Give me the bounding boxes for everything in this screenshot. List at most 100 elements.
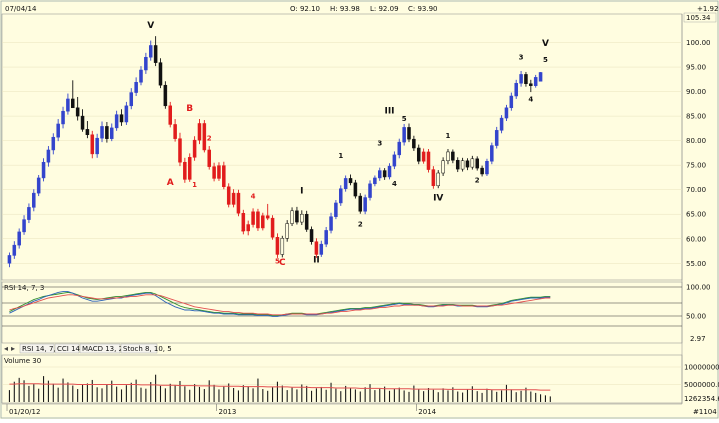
candle-body	[222, 165, 226, 188]
candle-body	[144, 56, 148, 71]
price-tick-label: 100.00	[686, 39, 711, 47]
rsi-title: RSI 14, 7, 3	[4, 284, 44, 292]
price-tick-label: 55.00	[686, 260, 706, 268]
candle-body	[451, 151, 455, 161]
price-tick-label: 90.00	[686, 88, 706, 96]
candle-body	[153, 45, 158, 63]
wave-label: 5	[402, 115, 407, 123]
candle-body	[494, 130, 499, 146]
candle-body	[329, 216, 333, 231]
candle-body	[475, 158, 479, 169]
wave-label: 5	[543, 56, 548, 64]
candle-body	[90, 134, 95, 155]
candle-body	[509, 95, 514, 109]
candle-body	[158, 62, 163, 86]
wave-label: 1	[192, 181, 197, 189]
candle-body	[7, 255, 12, 264]
date-tick-label: 2013	[219, 408, 237, 416]
candle-body	[163, 84, 168, 107]
close-value: C: 93.90	[408, 5, 438, 13]
candle-body	[124, 105, 129, 123]
change-value: +1.92	[697, 5, 718, 13]
wave-label: A	[167, 178, 174, 188]
candle-body	[485, 160, 489, 175]
price-tick-label: 75.00	[686, 162, 706, 170]
price-tick-label: 70.00	[686, 186, 706, 194]
candle-body	[412, 138, 416, 149]
rsi-series: 100.00 50.00	[2, 284, 711, 327]
candle-body	[80, 115, 85, 130]
candle-body	[129, 92, 134, 107]
tab-macd[interactable]	[79, 343, 121, 354]
candle-body	[256, 211, 260, 229]
price-panel	[1, 13, 683, 281]
candle-body	[436, 172, 440, 187]
rsi-panel	[1, 281, 683, 344]
candle-body	[41, 161, 46, 179]
volume-series: 5000000.00 10000000.00	[2, 364, 719, 402]
candle-body	[407, 127, 411, 140]
price-grid: 55.00 60.00 65.00 70.00 75.00 80.00 85.00 90.00…	[2, 39, 711, 268]
wave-label: III	[384, 107, 394, 117]
tab-scroll-right-icon[interactable]: ▸	[11, 344, 15, 353]
volume-tick-label: 5000000.00	[684, 381, 719, 389]
rsi-tick-label: 100.00	[686, 284, 711, 292]
candle-body	[85, 129, 90, 136]
wave-label: 4	[392, 180, 397, 188]
wave-label: II	[313, 255, 320, 265]
date-label: 07/04/14	[5, 5, 37, 13]
candle-body	[378, 170, 382, 179]
candle-body	[187, 157, 192, 180]
candle-body	[178, 138, 182, 163]
tab-scroll-left-icon[interactable]: ◂	[4, 344, 8, 353]
candle-body	[66, 98, 70, 112]
date-tick-label: 2014	[418, 408, 436, 416]
candle-body	[148, 45, 153, 58]
candle-body	[358, 195, 363, 212]
candle-body	[134, 82, 138, 93]
candle-body	[212, 166, 216, 179]
candle-body	[56, 123, 60, 138]
candle-body	[251, 211, 255, 225]
indicator-tab-bar: ◂ ▸ RSI 14, 7, 3 CCI 14 MACD 13, 26, 9 S…	[4, 343, 172, 354]
candle-body	[241, 212, 246, 232]
tab-stoch[interactable]	[120, 343, 158, 354]
price-tick-label: 95.00	[686, 64, 706, 72]
candle-body	[431, 169, 436, 187]
candle-body	[265, 215, 270, 219]
candle-body	[421, 151, 426, 162]
candle-body	[524, 74, 528, 84]
candle-body	[22, 219, 26, 233]
candle-body	[470, 158, 475, 168]
candle-body	[61, 110, 65, 125]
candle-body	[504, 107, 509, 119]
candle-body	[173, 124, 177, 139]
candle-body	[368, 183, 372, 198]
wave-label: V	[542, 39, 549, 49]
wave-label: V	[147, 21, 154, 31]
candle-body	[392, 154, 397, 167]
candle-body	[12, 244, 17, 256]
candle-body	[441, 160, 445, 174]
wave-label: 4	[251, 193, 256, 201]
candle-body	[246, 224, 250, 232]
corner-code: #1104	[693, 408, 717, 416]
wave-label: 3	[519, 54, 524, 62]
volume-title: Volume 30	[4, 357, 41, 365]
candle-body	[32, 192, 36, 208]
tab-macd-label: MACD 13, 26, 9	[82, 345, 136, 353]
tab-rsi[interactable]	[19, 343, 55, 354]
last-price-box	[683, 12, 717, 23]
tab-cci[interactable]	[54, 343, 80, 354]
candle-body	[538, 72, 543, 82]
wave-label: 5	[275, 257, 280, 265]
price-tick-label: 85.00	[686, 113, 706, 121]
candle-body	[27, 207, 31, 220]
candle-body	[382, 170, 387, 178]
candle-body	[290, 210, 294, 224]
candle-body	[339, 188, 343, 204]
wave-label: B	[186, 104, 193, 114]
candle-body	[46, 149, 51, 163]
